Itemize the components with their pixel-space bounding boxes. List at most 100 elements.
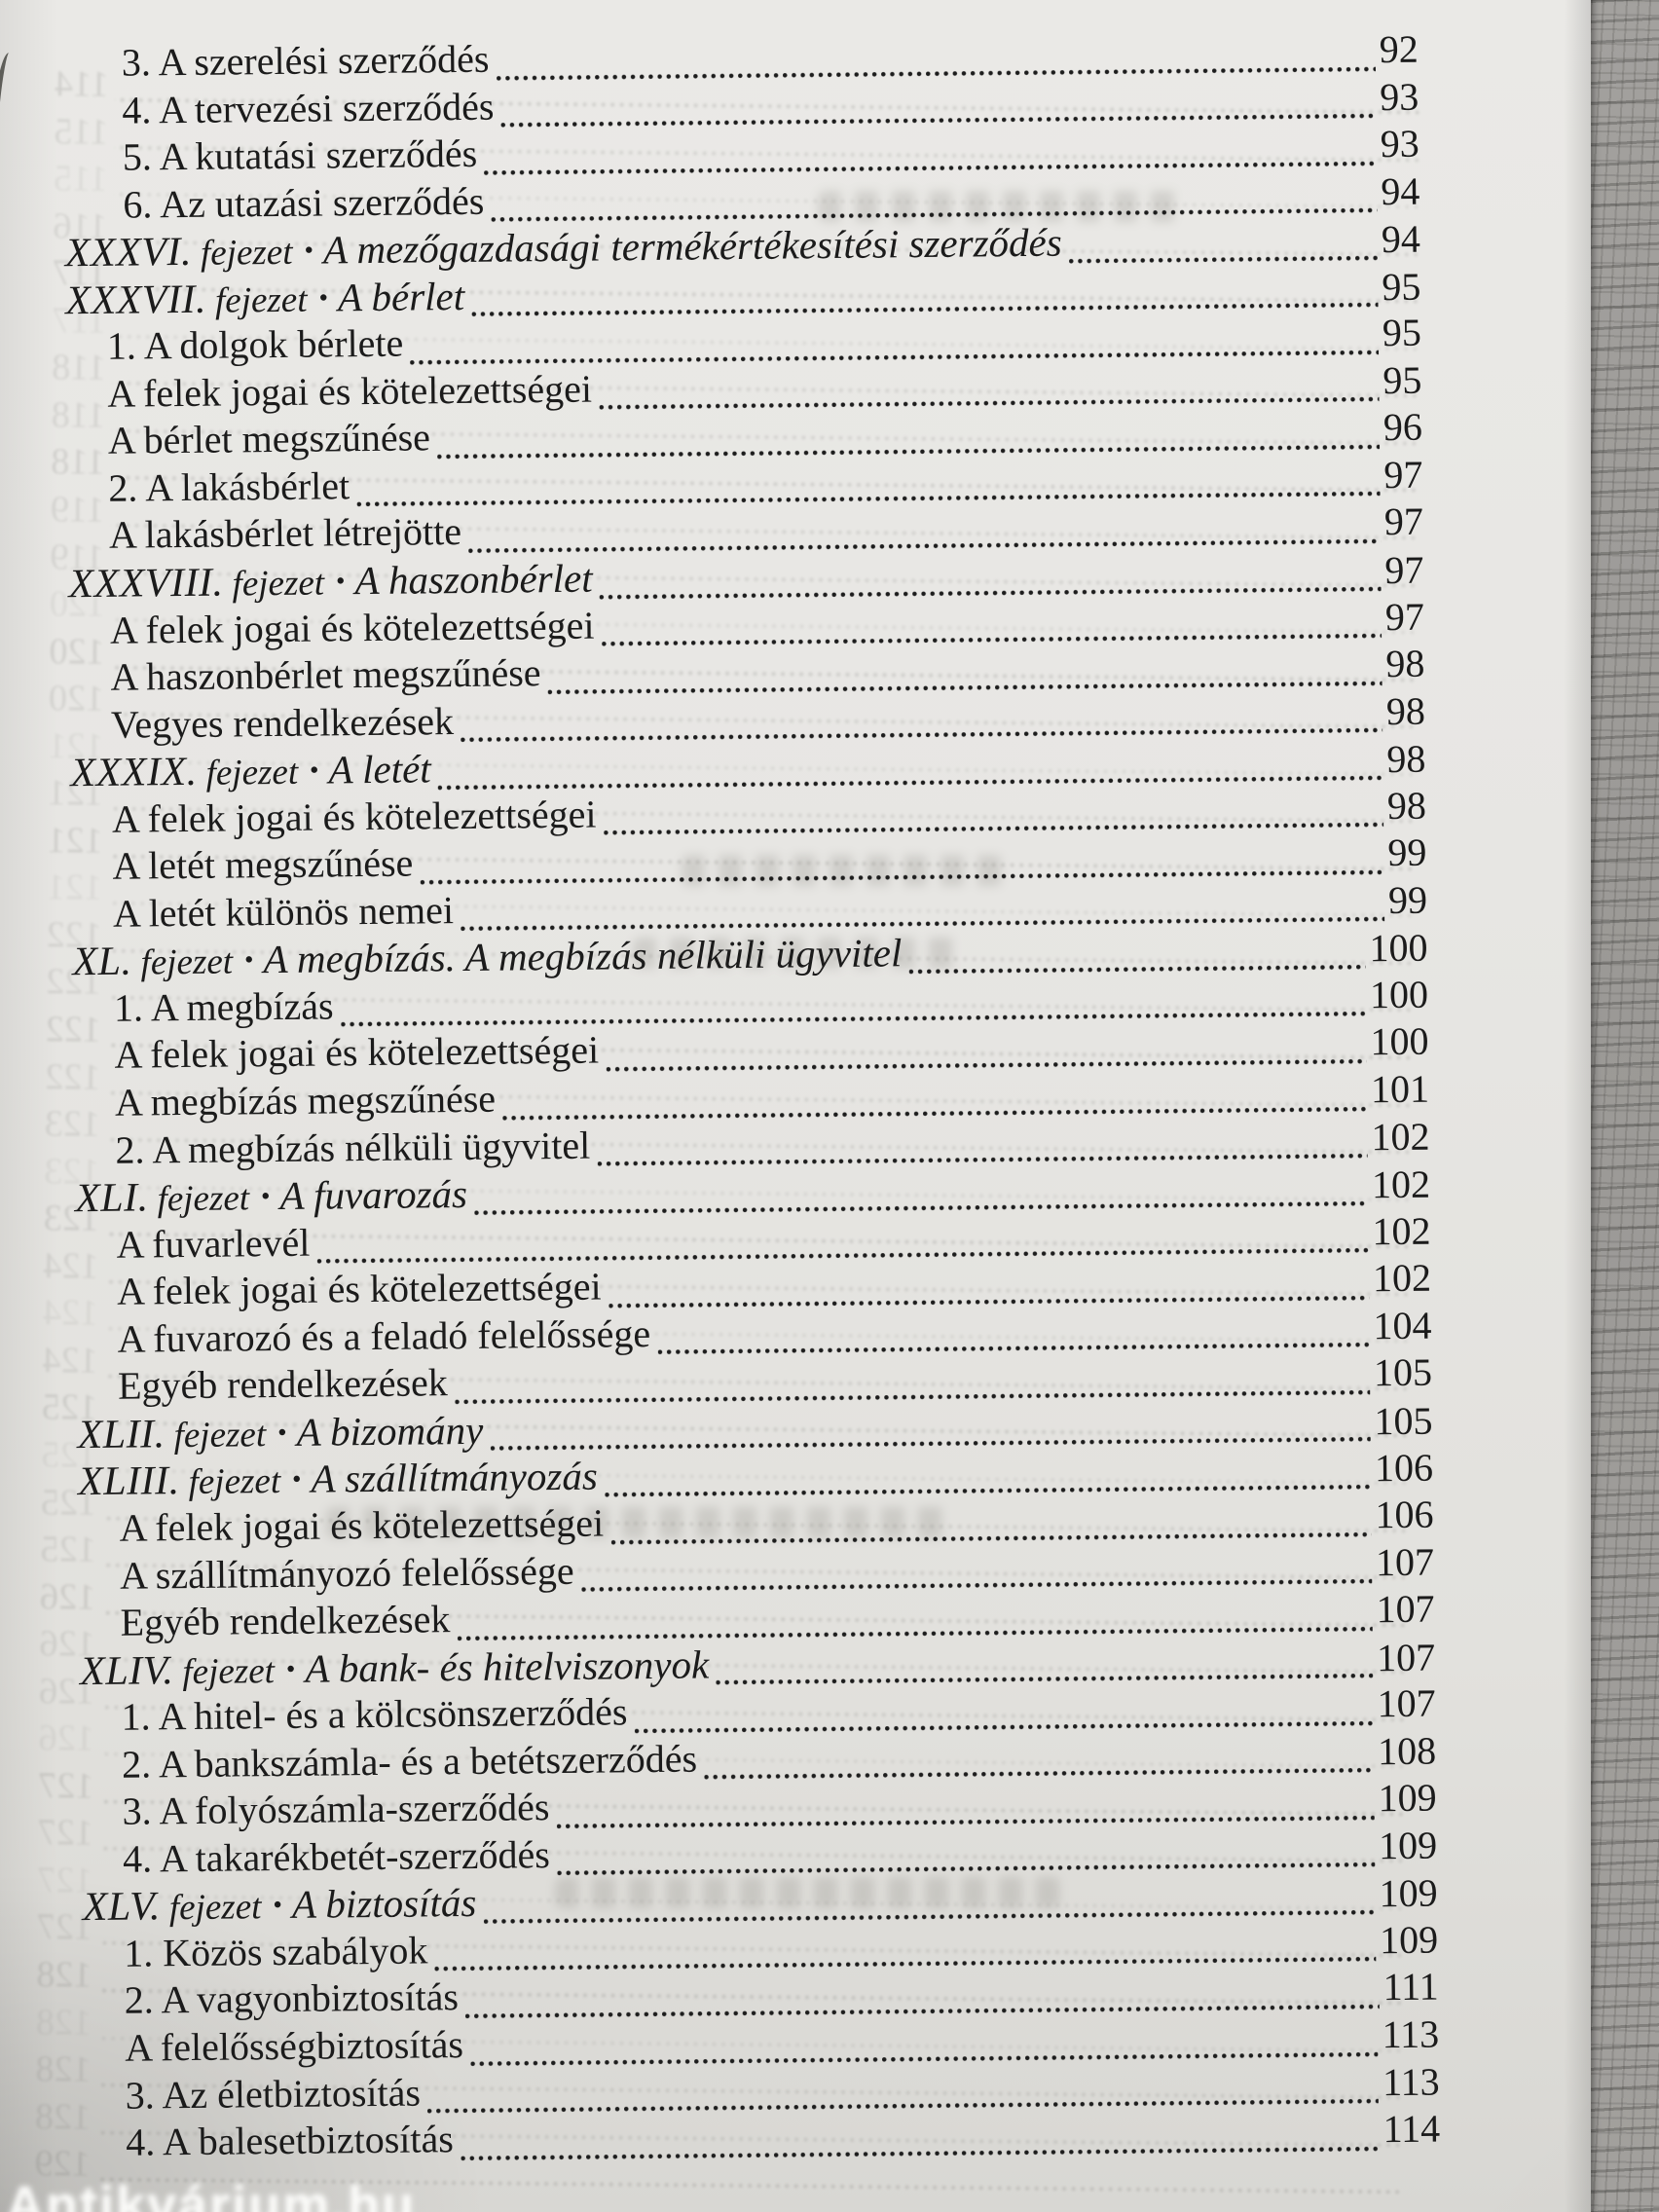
chapter-title: A biztosítás (291, 1880, 477, 1928)
bullet-separator: • (304, 235, 314, 265)
toc-entry-label: XLIV. fejezet • A bank- és hitelviszonyok (64, 1641, 710, 1695)
toc-page-number: 109 (1378, 1775, 1437, 1821)
table-of-contents: 3. A szerelési szerződés 92 4. A tervezé… (48, 26, 1441, 2167)
bullet-separator: • (273, 1890, 282, 1920)
toc-page-number: 95 (1382, 264, 1421, 309)
book-fore-edge-strip (1591, 0, 1659, 2212)
toc-page-number: 105 (1373, 1349, 1433, 1395)
toc-entry-label: A bérlet megszűnése (107, 415, 431, 463)
chapter-title: A mezőgazdasági termékértékesítési szerz… (322, 219, 1062, 273)
toc-entry-label: XLIII. fejezet • A szállítmányozás (62, 1453, 598, 1506)
chapter-title: A letét (328, 746, 431, 793)
toc-entry-label: XXXVIII. fejezet • A haszonbérlet (53, 555, 593, 608)
chapter-roman-numeral: XLV. (82, 1884, 162, 1931)
toc-page-number: 97 (1384, 547, 1424, 593)
toc-page-number: 93 (1380, 74, 1419, 119)
toc-page-number: 99 (1387, 877, 1428, 922)
chapter-title: A bank- és hitelviszonyok (305, 1641, 710, 1691)
dotted-leader (460, 2145, 1380, 2161)
toc-page-number: 100 (1370, 1019, 1429, 1064)
bleed-through-smudge (326, 1507, 949, 1538)
toc-entry-label: 2. A lakásbérlet (108, 463, 350, 510)
toc-page-number: 102 (1371, 1161, 1431, 1207)
chapter-word: fejezet (188, 1461, 281, 1503)
toc-entry-label: A fuvarozó és a feladó felelőssége (117, 1310, 651, 1361)
toc-entry-label: 3. Az életbiztosítás (125, 2070, 422, 2118)
toc-entry-label: 4. A takarékbetét-szerződés (122, 1831, 551, 1881)
toc-page-number: 98 (1386, 783, 1427, 828)
toc-entry-label: A megbízás megszűnése (114, 1076, 497, 1124)
chapter-title: A megbízás. A megbízás nélküli ügyvitel (263, 930, 903, 982)
chapter-word: fejezet (214, 279, 308, 321)
toc-page-number: 95 (1382, 310, 1422, 355)
chapter-roman-numeral: XLIV. (79, 1647, 174, 1694)
toc-entry-label: XLI. fejezet • A fuvarozás (59, 1170, 467, 1222)
chapter-title: A bizomány (296, 1407, 484, 1455)
bleed-through-smudge (555, 1877, 1061, 1908)
toc-page-number: 111 (1382, 1965, 1439, 2009)
toc-page-number: 94 (1381, 168, 1420, 213)
toc-page-number: 107 (1376, 1635, 1436, 1679)
toc-entry-label: A lakásbérlet létrejötte (108, 509, 462, 558)
toc-page-number: 100 (1369, 972, 1429, 1017)
toc-page-number: 100 (1369, 926, 1428, 971)
toc-page-number: 102 (1371, 1114, 1430, 1159)
toc-entry-label: A felek jogai és kötelezettségei (109, 603, 595, 652)
toc-page-number: 107 (1376, 1586, 1435, 1632)
toc-page-number: 93 (1380, 121, 1420, 166)
bullet-separator: • (291, 1464, 302, 1494)
bullet-separator: • (243, 944, 254, 975)
toc-entry-label: 2. A megbízás nélküli ügyvitel (115, 1123, 591, 1172)
bullet-separator: • (335, 566, 346, 596)
chapter-roman-numeral: XXXIX. (70, 750, 198, 796)
toc-page-number: 98 (1385, 688, 1426, 733)
toc-entry-label: 1. Közös szabályok (123, 1928, 428, 1975)
chapter-word: fejezet (232, 563, 325, 605)
toc-page-number: 105 (1374, 1398, 1433, 1444)
toc-page-number: 107 (1375, 1539, 1435, 1584)
toc-page-number: 101 (1370, 1066, 1430, 1112)
toc-entry-label: A felek jogai és kötelezettségei (107, 366, 593, 416)
antikvarium-watermark: Antikvárium.hu (6, 2176, 417, 2212)
toc-entry-label: 1. A dolgok bérlete (106, 320, 404, 369)
toc-page-number: 98 (1385, 641, 1425, 686)
toc-entry-label: 3. A szerelési szerződés (121, 36, 490, 85)
toc-page-number: 109 (1378, 1823, 1438, 1867)
chapter-word: fejezet (182, 1650, 276, 1692)
toc-entry-label: 2. A vagyonbiztosítás (124, 1974, 460, 2023)
toc-page-number: 102 (1372, 1255, 1432, 1301)
chapter-title: A szállítmányozás (311, 1454, 599, 1502)
toc-entry-label: 4. A balesetbiztosítás (125, 2117, 455, 2164)
toc-entry-label: XL. fejezet • A megbízás. A megbízás nélkül… (56, 930, 902, 986)
toc-entry-label: Vegyes rendelkezések (110, 698, 455, 747)
toc-entry-label: A felek jogai és kötelezettségei (114, 1028, 600, 1078)
bullet-separator: • (318, 282, 329, 313)
toc-entry-label: Egyéb rendelkezések (120, 1597, 451, 1644)
chapter-roman-numeral: XLI. (74, 1175, 149, 1222)
chapter-roman-numeral: XL. (72, 939, 132, 985)
chapter-word: fejezet (200, 232, 293, 274)
toc-entry-label: A szállítmányozó felelőssége (119, 1548, 574, 1598)
chapter-word: fejezet (205, 752, 299, 793)
toc-entry-label: 4. A tervezési szerződés (122, 84, 495, 132)
toc-entry-label: XXXIX. fejezet • A letét (55, 746, 431, 797)
toc-entry-label: 6. Az utazási szerződés (123, 178, 485, 227)
toc-page-number: 99 (1387, 830, 1427, 875)
toc-page-number: 97 (1384, 594, 1425, 639)
bleed-through-smudge (633, 938, 964, 969)
chapter-word: fejezet (168, 1887, 262, 1929)
toc-page-number: 106 (1375, 1492, 1434, 1537)
toc-page-number: 113 (1382, 2059, 1440, 2104)
toc-entry-label: 2. A bankszámla- és a betétszerződés (121, 1736, 698, 1787)
toc-page-number: 104 (1373, 1303, 1432, 1348)
toc-entry-label: XLV. fejezet • A biztosítás (66, 1879, 476, 1931)
toc-entry-label: A felek jogai és kötelezettségei (111, 792, 597, 841)
toc-page-number: 96 (1382, 405, 1423, 450)
chapter-roman-numeral: XXXVI. (64, 230, 193, 276)
toc-page-number: 95 (1382, 357, 1422, 402)
bullet-separator: • (276, 1417, 287, 1447)
chapter-word: fejezet (157, 1178, 250, 1220)
toc-entry-label: Egyéb rendelkezések (117, 1360, 449, 1409)
bullet-separator: • (285, 1653, 296, 1683)
